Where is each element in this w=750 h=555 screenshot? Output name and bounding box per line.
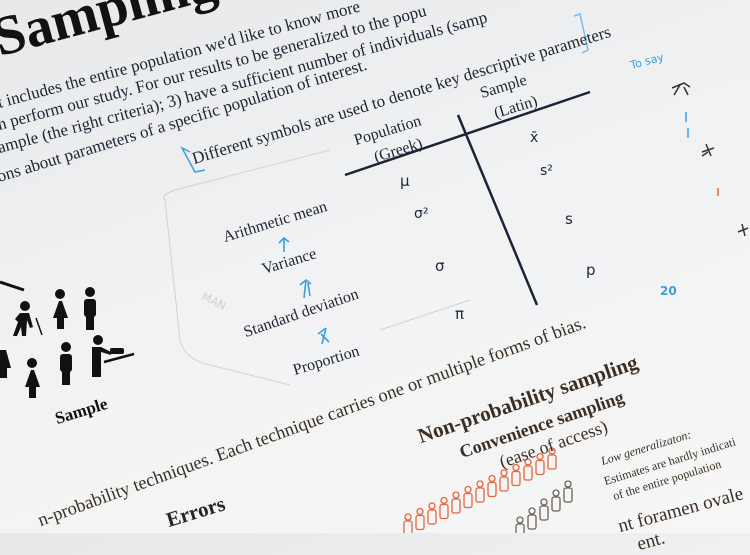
person-female-icon	[25, 358, 40, 398]
person-female-icon	[53, 289, 68, 329]
person-figure-icon	[547, 447, 557, 470]
handwritten-number: 20	[660, 284, 677, 298]
population-symbol-proportion: π	[455, 305, 465, 323]
sample-symbol-proportion: p	[586, 261, 596, 279]
person-figure-icon	[563, 480, 573, 503]
person-figure-icon	[415, 507, 425, 531]
people-icon-group	[0, 287, 135, 398]
sample-symbol-variance: s²	[540, 163, 553, 179]
cutoff-line-2: ent.	[634, 527, 668, 555]
population-symbol-sd: σ	[435, 257, 445, 275]
person-male-icon	[84, 287, 96, 330]
population-symbol-mean: μ	[400, 172, 410, 190]
person-male-icon	[60, 342, 72, 385]
person-figure-icon	[403, 513, 413, 533]
person-figure-icon	[451, 491, 461, 514]
pencil-sketch	[163, 149, 471, 386]
sample-symbol-mean: x̄	[530, 130, 539, 146]
person-figure-icon	[475, 480, 485, 503]
person-figure-icon	[527, 507, 537, 530]
population-symbol-variance: σ²	[414, 206, 429, 222]
baby-changing-icon	[92, 335, 135, 377]
person-figure-icon	[523, 458, 533, 481]
person-figure-icon	[427, 502, 437, 525]
population-figures	[403, 447, 573, 533]
person-elderly-icon	[13, 301, 43, 336]
person-figure-icon	[515, 516, 525, 533]
person-figure-icon	[511, 463, 521, 487]
person-figure-icon	[439, 496, 449, 520]
person-figure-icon	[539, 498, 549, 521]
person-figure-icon	[463, 485, 473, 509]
margin-sketch-icons	[671, 82, 749, 237]
table-divider-line	[456, 114, 539, 306]
person-figure-icon	[487, 474, 497, 498]
person-figure-icon	[551, 489, 561, 512]
diagram-line	[0, 280, 25, 292]
person-female-icon	[0, 350, 11, 378]
marker-bracket	[180, 146, 206, 173]
sample-symbol-sd: s	[565, 210, 573, 228]
up-arrow-icon	[278, 236, 330, 345]
table-header-line	[344, 90, 591, 177]
slide-graphics	[0, 13, 749, 533]
person-figure-icon	[535, 452, 545, 476]
person-figure-icon	[499, 469, 509, 492]
marker-bracket-right	[573, 13, 589, 54]
